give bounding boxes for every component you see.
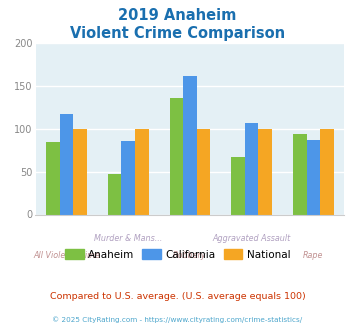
Text: Compared to U.S. average. (U.S. average equals 100): Compared to U.S. average. (U.S. average … <box>50 292 305 301</box>
Text: Rape: Rape <box>303 250 324 260</box>
Bar <box>307 140 320 214</box>
Bar <box>293 134 307 214</box>
Bar <box>258 129 272 214</box>
Bar <box>197 129 210 214</box>
Bar <box>231 157 245 214</box>
Bar <box>73 129 87 214</box>
Bar <box>121 141 135 214</box>
Bar <box>245 123 258 214</box>
Text: Aggravated Assault: Aggravated Assault <box>213 234 291 243</box>
Text: Robbery: Robbery <box>173 250 207 260</box>
Legend: Anaheim, California, National: Anaheim, California, National <box>61 245 294 264</box>
Bar <box>183 76 197 214</box>
Bar <box>135 129 148 214</box>
Bar <box>320 129 334 214</box>
Text: © 2025 CityRating.com - https://www.cityrating.com/crime-statistics/: © 2025 CityRating.com - https://www.city… <box>53 317 302 323</box>
Bar <box>108 174 121 214</box>
Text: 2019 Anaheim: 2019 Anaheim <box>118 8 237 23</box>
Bar <box>170 98 183 214</box>
Bar <box>60 114 73 214</box>
Text: All Violent Crime: All Violent Crime <box>33 250 100 260</box>
Bar <box>46 143 60 214</box>
Text: Murder & Mans...: Murder & Mans... <box>94 234 162 243</box>
Text: Violent Crime Comparison: Violent Crime Comparison <box>70 26 285 41</box>
